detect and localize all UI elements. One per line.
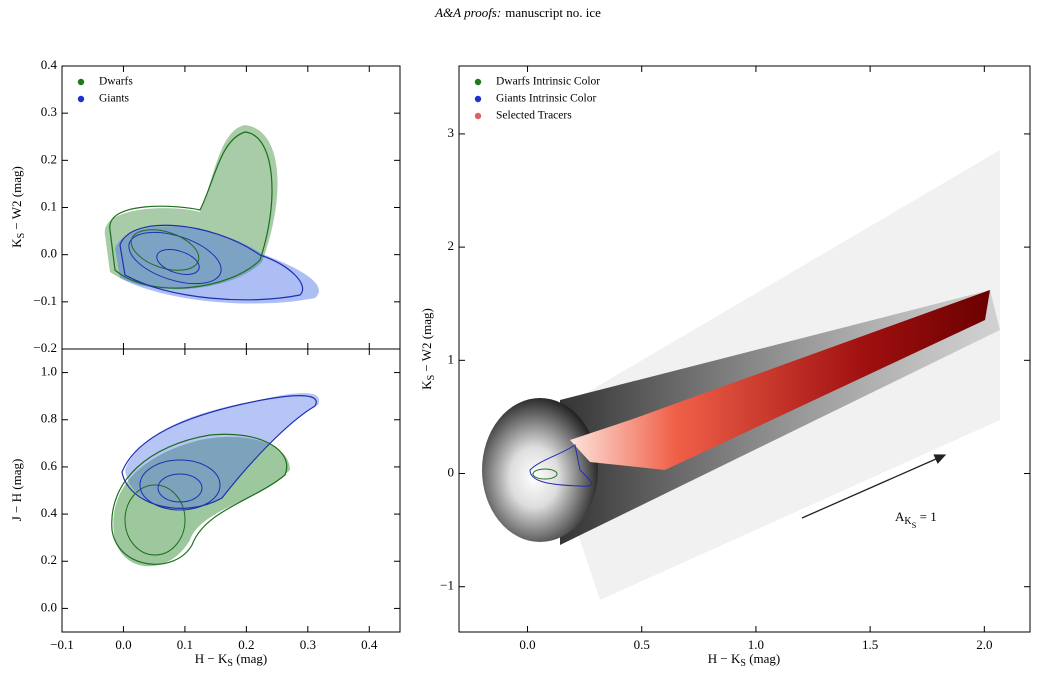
annotation-part: S: [912, 520, 917, 530]
x-tick-label: 2.0: [976, 637, 992, 652]
y-axis-label-part: − W2 (mag): [9, 166, 24, 233]
y-axis-label: J − H (mag): [9, 459, 24, 522]
y-tick-label: 0.3: [41, 104, 57, 119]
y-axis-label-part: K: [419, 380, 434, 390]
annotation-part: = 1: [916, 509, 936, 524]
x-tick-label: 0.4: [361, 637, 378, 652]
legend-label: Selected Tracers: [496, 110, 572, 122]
annotation: AKS = 1: [895, 509, 937, 530]
x-axis-label-part: (mag): [746, 651, 780, 666]
y-tick-label: 0.8: [41, 411, 57, 426]
y-tick-label: 2: [448, 238, 455, 253]
x-axis-label-part: S: [227, 658, 233, 669]
legend-label: Dwarfs: [99, 76, 133, 88]
y-tick-label: 0.0: [41, 599, 57, 614]
y-tick-label: 0.4: [41, 505, 58, 520]
y-tick-label: 1: [448, 351, 455, 366]
y-tick-label: 0: [448, 465, 455, 480]
x-tick-label: 0.5: [634, 637, 650, 652]
journal: A&A proofs:: [434, 5, 501, 20]
y-tick-label: 0.1: [41, 198, 57, 213]
legend-label: Giants Intrinsic Color: [496, 93, 596, 105]
legend-marker: [474, 112, 482, 120]
density-decoration: [104, 125, 319, 304]
legend-marker: [77, 78, 85, 86]
y-tick-label: 0.2: [41, 151, 57, 166]
y-axis-label-part: S: [16, 233, 27, 239]
y-tick-label: 0.6: [41, 458, 58, 473]
x-tick-label: 0.1: [177, 637, 193, 652]
y-axis-label: KS − W2 (mag): [419, 308, 437, 390]
x-axis-label-part: S: [740, 658, 746, 669]
y-tick-label: −1: [440, 578, 454, 593]
legend-label: Dwarfs Intrinsic Color: [496, 76, 600, 88]
y-axis-label: KS − W2 (mag): [9, 166, 27, 248]
header-rest: manuscript no. ice: [505, 5, 601, 20]
density-decoration: [111, 393, 320, 567]
legend-marker: [474, 95, 482, 103]
x-tick-label: 0.0: [519, 637, 535, 652]
legend-marker: [77, 95, 85, 103]
y-tick-label: −0.2: [33, 340, 57, 355]
y-tick-label: 0.4: [41, 57, 58, 72]
y-tick-label: 0.0: [41, 246, 57, 261]
x-axis-label-part: (mag): [233, 651, 267, 666]
x-tick-label: −0.1: [50, 637, 74, 652]
axes-frame: [61, 348, 401, 633]
legend-marker: [474, 78, 482, 86]
y-tick-label: 3: [448, 125, 455, 140]
annotation-part: K: [904, 516, 912, 527]
x-axis-label-part: H − K: [195, 651, 228, 666]
density-decoration: [482, 150, 1000, 600]
y-tick-label: 1.0: [41, 364, 57, 379]
annotation-part: A: [895, 509, 905, 524]
x-axis-label: H − KS (mag): [195, 651, 267, 669]
x-tick-label: 1.5: [862, 637, 878, 652]
x-tick-label: 1.0: [748, 637, 764, 652]
y-axis-label-part: − W2 (mag): [419, 308, 434, 375]
y-axis-label-part: K: [9, 238, 24, 248]
y-tick-label: 0.2: [41, 552, 57, 567]
y-axis-label-part: S: [426, 375, 437, 381]
legend-label: Giants: [99, 93, 130, 105]
x-axis-label-part: H − K: [708, 651, 741, 666]
x-tick-label: 0.3: [300, 637, 316, 652]
y-axis-label-part: J − H (mag): [9, 459, 24, 522]
x-tick-label: 0.2: [238, 637, 254, 652]
page-header: A&A proofs: manuscript no. ice: [434, 5, 601, 20]
x-axis-label: H − KS (mag): [708, 651, 780, 669]
y-tick-label: −0.1: [33, 293, 57, 308]
axes-frame: [458, 65, 1031, 633]
x-tick-label: 0.0: [115, 637, 131, 652]
